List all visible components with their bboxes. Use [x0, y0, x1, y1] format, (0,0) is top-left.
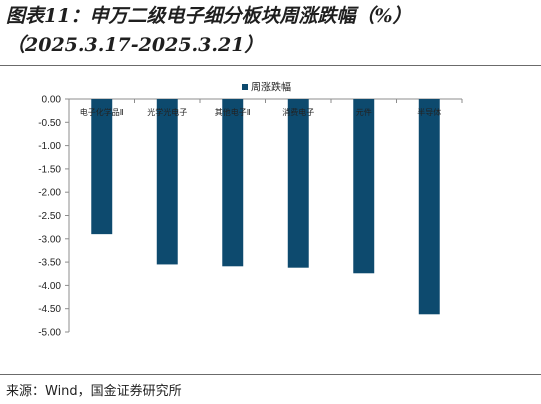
legend-swatch [242, 84, 248, 90]
bar [287, 99, 309, 268]
y-tick-label: -0.50 [38, 118, 61, 129]
y-tick-label: -4.50 [38, 304, 61, 315]
bar [418, 99, 440, 315]
source-divider [0, 374, 541, 375]
y-tick-label: -2.00 [38, 188, 61, 199]
category-label: 光学光电子 [147, 107, 187, 117]
category-label: 其他电子Ⅱ [215, 107, 251, 117]
y-tick-label: -2.50 [38, 211, 61, 222]
bar [353, 99, 375, 274]
figure-title-line2: （2025.3.17-2025.3.21） [6, 34, 264, 56]
y-tick-label: -3.50 [38, 258, 61, 269]
y-tick-label: -4.00 [38, 281, 61, 292]
bar [156, 99, 178, 265]
legend-label: 周涨跌幅 [251, 81, 291, 94]
bar [222, 99, 244, 267]
source-note: 来源：Wind，国金证券研究所 [6, 384, 182, 399]
y-tick-label: -5.00 [38, 328, 61, 339]
y-tick-label: -1.50 [38, 164, 61, 175]
category-label: 电子化学品Ⅱ [80, 107, 124, 117]
figure-title-line1: 图表11：申万二级电子细分板块周涨跌幅（%） [6, 5, 412, 27]
bar [91, 99, 113, 235]
y-tick-label: -3.00 [38, 234, 61, 245]
figure-title: 图表11：申万二级电子细分板块周涨跌幅（%） （2025.3.17-2025.3… [6, 2, 536, 60]
y-tick-label: 0.00 [42, 95, 62, 106]
category-label: 半导体 [417, 107, 441, 117]
title-divider [0, 65, 541, 66]
category-label: 消费电子 [282, 107, 314, 117]
y-tick-label: -1.00 [38, 141, 61, 152]
category-label: 元件 [356, 107, 372, 117]
